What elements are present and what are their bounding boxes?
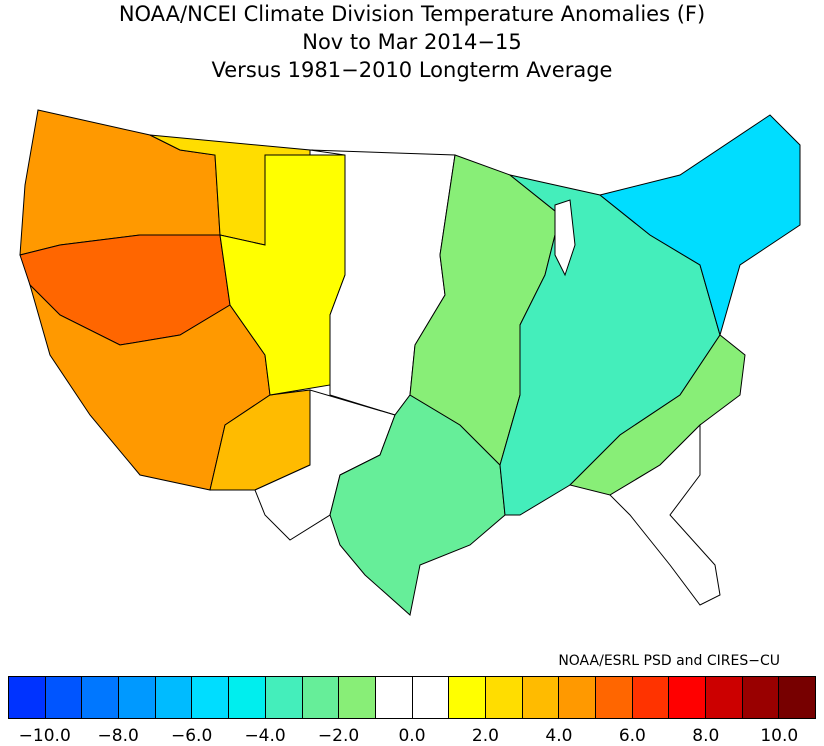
legend-swatch [522,677,560,718]
color-legend-bar [8,676,816,719]
legend-tick-label: −2.0 [317,726,360,746]
map-title: NOAA/NCEI Climate Division Temperature A… [118,2,706,26]
legend-tick-label: 2.0 [471,726,499,746]
lake-michigan [554,199,576,277]
legend-tick-label: −4.0 [244,726,286,746]
legend-swatch [412,677,450,718]
legend-swatch [119,677,156,718]
region-florida [609,423,721,606]
legend-tick-label: 6.0 [618,726,646,746]
data-credit: NOAA/ESRL PSD and CIRES−CU [558,653,780,669]
legend-tick-label: 8.0 [692,726,720,746]
legend-tick-label: −8.0 [97,726,139,746]
legend-tick-label: 10.0 [760,726,799,746]
legend-swatch [265,677,303,718]
map-period: Nov to Mar 2014−15 [302,30,522,54]
us-climate-division-map [19,109,801,616]
legend-swatch [632,677,670,718]
legend-swatch [192,677,230,718]
legend-tick-label: −10.0 [18,726,71,746]
legend-swatch [559,677,596,718]
legend-tick-label: 0.0 [398,726,426,746]
legend-swatch [706,677,743,718]
legend-swatch [742,677,780,718]
legend-tick-label: 4.0 [545,726,573,746]
legend-swatch [779,677,816,718]
legend-swatch [669,677,707,718]
legend-swatch [9,677,46,718]
legend-swatch [375,677,413,718]
legend-swatch [45,677,83,718]
region-northeast [598,114,801,337]
legend-swatch [229,677,266,718]
legend-swatch [302,677,340,718]
legend-swatch [155,677,193,718]
map-baseline: Versus 1981−2010 Longterm Average [211,58,613,82]
region-pacific-northwest [19,109,221,256]
legend-tick-label: −6.0 [170,726,213,746]
legend-swatch [82,677,120,718]
legend-swatch [449,677,486,718]
legend-swatch [596,677,633,718]
legend-swatch [339,677,376,718]
legend-swatch [485,677,523,718]
